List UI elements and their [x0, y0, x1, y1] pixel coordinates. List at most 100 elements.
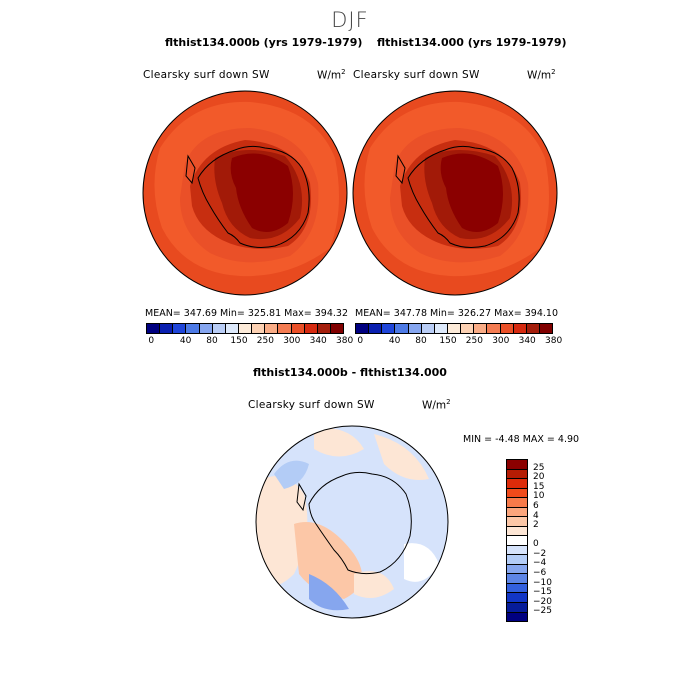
- colorbar-tick-label: 250: [465, 336, 483, 346]
- colorbar-tick-label: 300: [283, 336, 301, 346]
- colorbar-tick-label: 20: [533, 472, 545, 483]
- colorbar-swatch: [507, 517, 527, 527]
- colorbar-swatch: [507, 460, 527, 470]
- colorbar-swatch: [507, 536, 527, 546]
- diff-panel-title: flthist134.000b - flthist134.000: [253, 366, 447, 379]
- colorbar-swatch: [199, 324, 213, 333]
- colorbar-swatch: [408, 324, 422, 333]
- colorbar-swatch: [507, 564, 527, 575]
- colorbar-swatch: [539, 324, 553, 333]
- colorbar-swatch: [461, 324, 475, 333]
- colorbar-swatch: [291, 324, 305, 333]
- positive-region-northeast: [374, 434, 429, 480]
- antarctica-coastline: [395, 145, 520, 248]
- colorbar-tick-label: 25: [533, 462, 545, 473]
- colorbar-swatch: [252, 324, 266, 333]
- panel-2-colorbar: [355, 323, 553, 334]
- colorbar-swatch: [487, 324, 501, 333]
- colorbar-tick-label: 0: [357, 336, 364, 346]
- colorbar-swatch: [265, 324, 279, 333]
- plateau-core-fill: [230, 153, 293, 232]
- colorbar-tick-label: 40: [179, 336, 192, 346]
- panel-1-variable: Clearsky surf down SW: [143, 69, 270, 81]
- colorbar-swatch: [500, 324, 514, 333]
- colorbar-swatch: [507, 583, 527, 594]
- colorbar-swatch: [421, 324, 435, 333]
- colorbar-tick-label: 80: [206, 336, 218, 346]
- antarctica-coastline: [296, 471, 412, 575]
- neutral-region-east: [404, 543, 439, 582]
- panel-2-stats: MEAN= 347.78 Min= 326.27 Max= 394.10: [355, 308, 559, 319]
- colorbar-tick-label: −4: [533, 558, 547, 569]
- colorbar-swatch: [304, 324, 318, 333]
- colorbar-swatch: [507, 545, 527, 556]
- colorbar-swatch: [507, 526, 527, 537]
- colorbar-swatch: [507, 479, 527, 489]
- colorbar-swatch: [147, 324, 161, 333]
- figure-title: DJF: [331, 8, 369, 32]
- colorbar-tick-label: 340: [518, 336, 536, 346]
- colorbar-swatch: [212, 324, 226, 333]
- colorbar-tick-label: 0: [533, 539, 539, 550]
- colorbar-swatch: [507, 555, 527, 565]
- antarctica-coastline: [185, 145, 310, 248]
- colorbar-swatch: [395, 324, 409, 333]
- colorbar-swatch: [317, 324, 331, 333]
- colorbar-swatch: [474, 324, 488, 333]
- panel-2-units: W/m2: [527, 68, 556, 82]
- colorbar-swatch: [173, 324, 187, 333]
- colorbar-swatch: [507, 488, 527, 499]
- colorbar-tick-label: −25: [533, 606, 552, 617]
- colorbar-swatch: [369, 324, 383, 333]
- diff-colorbar-labels: 25 20 15 10 6 4 2 0 −2 −4 −6 −10 −15 −20 −25: [533, 459, 573, 622]
- colorbar-swatch: [507, 498, 527, 508]
- colorbar-tick-label: 150: [439, 336, 457, 346]
- colorbar-swatch: [238, 324, 253, 333]
- panel-2-colorbar-labels: 0 40 80 150 250 300 340 380: [355, 336, 562, 348]
- panel-2-variable: Clearsky surf down SW: [353, 69, 480, 81]
- colorbar-tick-label: 380: [545, 336, 563, 346]
- colorbar-tick-label: −6: [533, 568, 547, 579]
- colorbar-tick-label: 250: [256, 336, 274, 346]
- colorbar-tick-label: 4: [533, 510, 539, 521]
- colorbar-swatch: [186, 324, 200, 333]
- colorbar-tick-label: 40: [388, 336, 401, 346]
- colorbar-tick-label: −15: [533, 587, 552, 598]
- colorbar-swatch: [507, 507, 527, 518]
- colorbar-tick-label: −2: [533, 548, 547, 559]
- colorbar-swatch: [434, 324, 448, 333]
- colorbar-tick-label: 380: [336, 336, 354, 346]
- colorbar-tick-label: −20: [533, 596, 552, 607]
- diff-colorbar: [506, 459, 528, 622]
- map-border: [352, 90, 558, 296]
- colorbar-swatch: [382, 324, 396, 333]
- panel-1-title: flthist134.000b (yrs 1979-1979): [165, 36, 363, 49]
- colorbar-swatch: [507, 574, 527, 584]
- panel-1-colorbar-labels: 0 40 80 150 250 300 340 380: [146, 336, 353, 348]
- colorbar-swatch: [278, 324, 292, 333]
- diff-panel-units: W/m2: [422, 398, 451, 412]
- colorbar-swatch: [526, 324, 540, 333]
- panel-2-map: [352, 90, 558, 296]
- negative-region-south: [309, 574, 349, 611]
- colorbar-tick-label: 300: [492, 336, 510, 346]
- colorbar-tick-label: 2: [533, 520, 539, 531]
- colorbar-tick-label: 340: [309, 336, 327, 346]
- panel-2-title: flthist134.000 (yrs 1979-1979): [377, 36, 567, 49]
- panel-1-units: W/m2: [317, 68, 346, 82]
- panel-1-colorbar: [146, 323, 344, 334]
- colorbar-swatch: [225, 324, 239, 333]
- colorbar-swatch: [330, 324, 344, 333]
- diff-panel-minmax: MIN = -4.48 MAX = 4.90: [463, 434, 580, 445]
- colorbar-swatch: [507, 602, 527, 613]
- colorbar-tick-label: 10: [533, 491, 545, 502]
- panel-1-map: [142, 90, 348, 296]
- map-border: [142, 90, 348, 296]
- colorbar-tick-label: −10: [533, 577, 552, 588]
- panel-1-stats: MEAN= 347.69 Min= 325.81 Max= 394.32: [145, 308, 349, 319]
- colorbar-swatch: [507, 469, 527, 480]
- map-border: [255, 425, 449, 619]
- diff-panel-variable: Clearsky surf down SW: [248, 399, 375, 411]
- colorbar-tick-label: 6: [533, 500, 539, 511]
- colorbar-tick-label: 150: [230, 336, 248, 346]
